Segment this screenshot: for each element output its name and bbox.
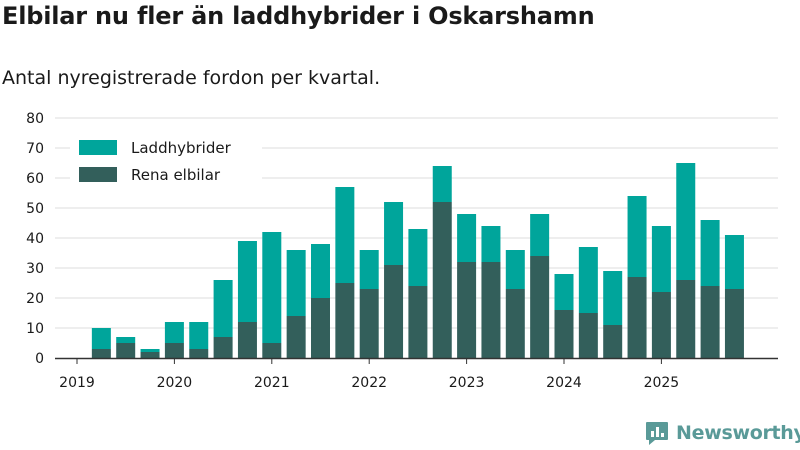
bar-laddhybrider-2020-q3	[213, 280, 233, 337]
bar-laddhybrider-2023-q4	[530, 214, 550, 256]
bar-rena-elbilar-2022-q3	[408, 286, 428, 358]
bar-laddhybrider-2019-q2	[91, 328, 111, 349]
bar-rena-elbilar-2024-q2	[578, 313, 598, 358]
bars	[91, 163, 744, 358]
bar-rena-elbilar-2019-q2	[91, 349, 111, 358]
bar-rena-elbilar-2021-q2	[286, 316, 306, 358]
legend-label-laddhybrider: Laddhybrider	[131, 139, 232, 157]
legend-swatch-laddhybrider	[79, 140, 117, 155]
bar-laddhybrider-2025-q1	[651, 226, 671, 292]
bar-rena-elbilar-2021-q3	[311, 298, 330, 358]
y-axis-ticks: 0 10 20 30 40 50 60 70 80	[26, 111, 44, 367]
bar-laddhybrider-2023-q2	[481, 226, 501, 262]
bar-laddhybrider-2020-q1	[164, 322, 184, 343]
bar-rena-elbilar-2024-q3	[603, 325, 623, 358]
bar-laddhybrider-2023-q3	[505, 250, 525, 289]
bar-rena-elbilar-2025-q4	[724, 289, 744, 358]
bar-laddhybrider-2022-q3	[408, 229, 428, 286]
bar-laddhybrider-2021-q4	[335, 187, 355, 283]
x-axis-ticks: 2019 2020 2021 2022 2023 2024 2025	[59, 358, 679, 391]
newsworthy-logo-text: Newsworthy	[676, 422, 800, 444]
x-tick-label-2019: 2019	[59, 375, 95, 391]
y-tick-label-30: 30	[26, 261, 44, 277]
bar-laddhybrider-2019-q3	[116, 337, 136, 343]
bar-rena-elbilar-2020-q2	[189, 349, 209, 358]
bar-laddhybrider-2025-q2	[676, 163, 696, 280]
bar-rena-elbilar-2022-q1	[359, 289, 379, 358]
y-tick-label-20: 20	[26, 291, 44, 307]
x-tick-label-2020: 2020	[157, 375, 193, 391]
newsworthy-logo-icon	[646, 422, 668, 445]
bar-rena-elbilar-2022-q2	[384, 265, 404, 358]
bar-rena-elbilar-2022-q4	[432, 202, 452, 358]
bar-rena-elbilar-2024-q1	[554, 310, 574, 358]
bar-laddhybrider-2024-q2	[578, 247, 598, 313]
bar-laddhybrider-2021-q3	[311, 244, 330, 298]
y-tick-label-60: 60	[26, 171, 44, 187]
chart-subtitle: Antal nyregistrerade fordon per kvartal.	[2, 67, 381, 89]
x-tick-label-2025: 2025	[644, 375, 680, 391]
bar-rena-elbilar-2023-q4	[530, 256, 550, 358]
chart-title: Elbilar nu fler än laddhybrider i Oskars…	[2, 2, 595, 30]
bar-rena-elbilar-2024-q4	[627, 277, 647, 358]
legend-label-rena-elbilar: Rena elbilar	[131, 166, 221, 184]
bar-rena-elbilar-2019-q3	[116, 343, 136, 358]
bar-laddhybrider-2019-q4	[140, 349, 160, 352]
bar-rena-elbilar-2021-q1	[262, 343, 282, 358]
bar-laddhybrider-2022-q4	[432, 166, 452, 202]
bar-rena-elbilar-2025-q1	[651, 292, 671, 358]
bar-laddhybrider-2020-q4	[237, 241, 257, 322]
y-tick-label-0: 0	[35, 351, 44, 367]
bar-rena-elbilar-2023-q1	[457, 262, 477, 358]
bar-rena-elbilar-2020-q3	[213, 337, 233, 358]
x-tick-label-2023: 2023	[449, 375, 485, 391]
x-tick-label-2021: 2021	[254, 375, 290, 391]
bar-laddhybrider-2025-q4	[724, 235, 744, 289]
bar-laddhybrider-2022-q1	[359, 250, 379, 289]
bar-rena-elbilar-2025-q2	[676, 280, 696, 358]
bar-rena-elbilar-2019-q4	[140, 352, 160, 358]
bar-rena-elbilar-2023-q3	[505, 289, 525, 358]
y-tick-label-40: 40	[26, 231, 44, 247]
bar-laddhybrider-2023-q1	[457, 214, 477, 262]
bar-laddhybrider-2020-q2	[189, 322, 209, 349]
bar-rena-elbilar-2020-q1	[164, 343, 184, 358]
y-tick-label-70: 70	[26, 141, 44, 157]
y-tick-label-10: 10	[26, 321, 44, 337]
bar-laddhybrider-2021-q2	[286, 250, 306, 316]
bar-laddhybrider-2024-q4	[627, 196, 647, 277]
x-tick-label-2022: 2022	[351, 375, 387, 391]
bar-laddhybrider-2021-q1	[262, 232, 282, 343]
bar-rena-elbilar-2023-q2	[481, 262, 501, 358]
legend[interactable]: Laddhybrider Rena elbilar	[70, 133, 262, 187]
y-tick-label-50: 50	[26, 201, 44, 217]
y-tick-label-80: 80	[26, 111, 44, 127]
bar-laddhybrider-2025-q3	[700, 220, 720, 286]
legend-swatch-rena-elbilar	[79, 167, 117, 182]
bar-rena-elbilar-2020-q4	[237, 322, 257, 358]
x-tick-label-2024: 2024	[546, 375, 582, 391]
bar-laddhybrider-2024-q1	[554, 274, 574, 310]
bar-laddhybrider-2024-q3	[603, 271, 623, 325]
bar-laddhybrider-2022-q2	[384, 202, 404, 265]
bar-rena-elbilar-2021-q4	[335, 283, 355, 358]
bar-rena-elbilar-2025-q3	[700, 286, 720, 358]
newsworthy-logo: Newsworthy	[644, 420, 800, 446]
